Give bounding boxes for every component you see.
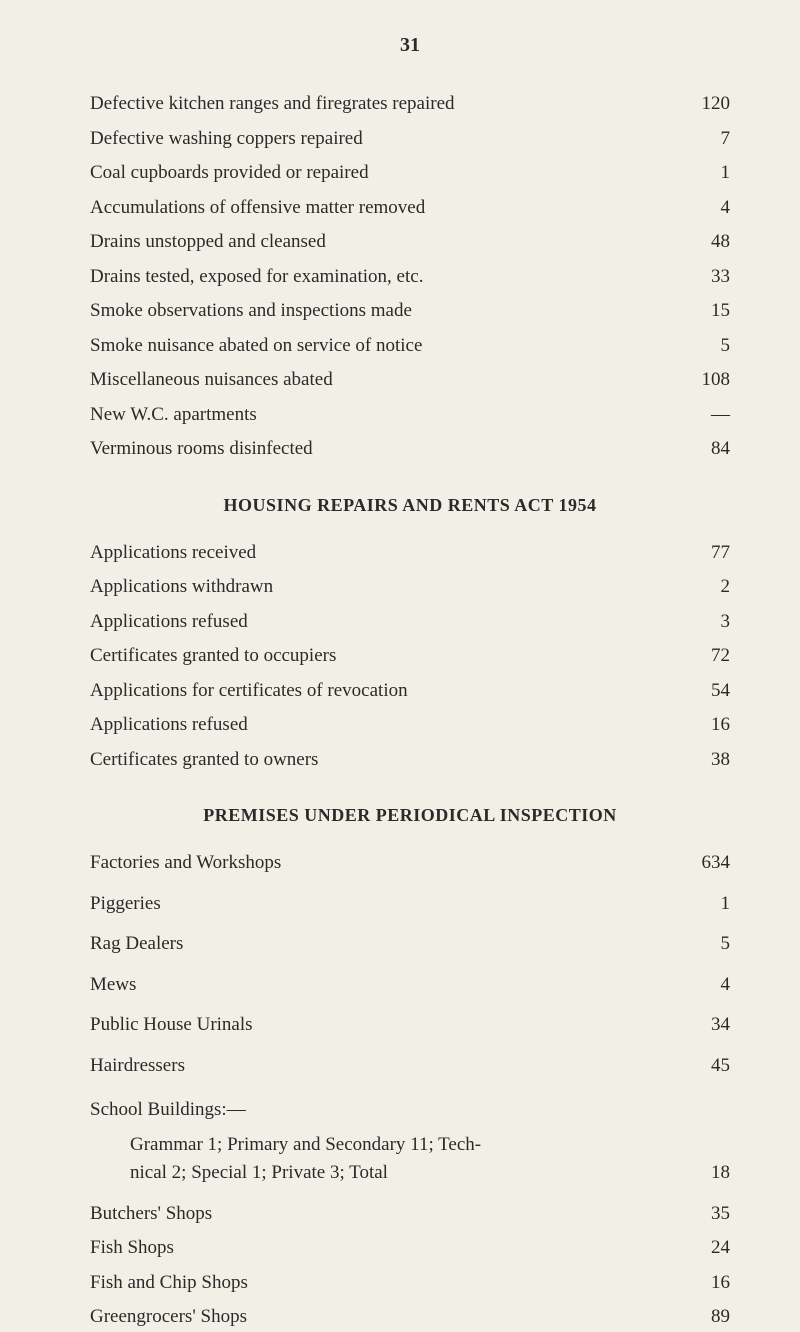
item-label: Smoke nuisance abated on service of noti… xyxy=(90,332,680,361)
item-label: Smoke observations and inspections made xyxy=(90,297,680,326)
item-value: 48 xyxy=(680,228,730,257)
item-label: Applications refused xyxy=(90,711,680,740)
item-label: Defective washing coppers repaired xyxy=(90,125,680,154)
item-value: 38 xyxy=(680,746,730,775)
list-item: Defective kitchen ranges and firegrates … xyxy=(90,90,730,119)
item-value: 634 xyxy=(680,849,730,878)
item-label: Verminous rooms disinfected xyxy=(90,435,680,464)
list-item: Applications received77 xyxy=(90,539,730,568)
list-item: Factories and Workshops634 xyxy=(90,849,730,878)
list-item: Rag Dealers5 xyxy=(90,930,730,959)
list-item: Applications withdrawn2 xyxy=(90,573,730,602)
item-label: Applications withdrawn xyxy=(90,573,680,602)
section-3-heading: PREMISES UNDER PERIODICAL INSPECTION xyxy=(90,802,730,829)
item-value: 15 xyxy=(680,297,730,326)
list-item: Fish Shops24 xyxy=(90,1234,730,1263)
item-value: 5 xyxy=(680,332,730,361)
section-2: Applications received77Applications with… xyxy=(90,539,730,775)
item-label: Accumulations of offensive matter remove… xyxy=(90,194,680,223)
school-detail-label: nical 2; Special 1; Private 3; Total xyxy=(130,1159,680,1188)
item-label: Applications received xyxy=(90,539,680,568)
item-label: Applications for certificates of revocat… xyxy=(90,677,680,706)
item-label: Fish and Chip Shops xyxy=(90,1269,680,1298)
list-item: Smoke observations and inspections made1… xyxy=(90,297,730,326)
list-item: Miscellaneous nuisances abated108 xyxy=(90,366,730,395)
item-value: 84 xyxy=(680,435,730,464)
list-item: Applications for certificates of revocat… xyxy=(90,677,730,706)
item-label: Certificates granted to occupiers xyxy=(90,642,680,671)
item-value: 35 xyxy=(680,1200,730,1229)
item-label: Coal cupboards provided or repaired xyxy=(90,159,680,188)
list-item: Smoke nuisance abated on service of noti… xyxy=(90,332,730,361)
list-item: Mews4 xyxy=(90,971,730,1000)
section-1: Defective kitchen ranges and firegrates … xyxy=(90,90,730,464)
item-value: 1 xyxy=(680,890,730,919)
item-value: 4 xyxy=(680,971,730,1000)
list-item: New W.C. apartments— xyxy=(90,401,730,430)
school-detail-value: 18 xyxy=(680,1159,730,1188)
item-value: 54 xyxy=(680,677,730,706)
item-label: Butchers' Shops xyxy=(90,1200,680,1229)
school-buildings-label: School Buildings:— xyxy=(90,1096,730,1125)
item-label: Rag Dealers xyxy=(90,930,680,959)
item-value: 89 xyxy=(680,1303,730,1332)
list-item: Applications refused3 xyxy=(90,608,730,637)
page-number: 31 xyxy=(90,30,730,60)
item-label: Certificates granted to owners xyxy=(90,746,680,775)
item-value: 33 xyxy=(680,263,730,292)
item-label: Greengrocers' Shops xyxy=(90,1303,680,1332)
list-item: Certificates granted to occupiers72 xyxy=(90,642,730,671)
item-value: 2 xyxy=(680,573,730,602)
list-item: Hairdressers45 xyxy=(90,1052,730,1081)
item-value: 1 xyxy=(680,159,730,188)
list-item: Applications refused16 xyxy=(90,711,730,740)
item-value: 5 xyxy=(680,930,730,959)
item-value: 16 xyxy=(680,1269,730,1298)
item-label: Piggeries xyxy=(90,890,680,919)
item-label: Hairdressers xyxy=(90,1052,680,1081)
list-item: Piggeries1 xyxy=(90,890,730,919)
section-3: Factories and Workshops634Piggeries1Rag … xyxy=(90,849,730,1332)
list-item: Defective washing coppers repaired7 xyxy=(90,125,730,154)
item-label: Drains tested, exposed for examination, … xyxy=(90,263,680,292)
item-value: 7 xyxy=(680,125,730,154)
item-label: New W.C. apartments xyxy=(90,401,680,430)
list-item: Public House Urinals34 xyxy=(90,1011,730,1040)
item-value: 45 xyxy=(680,1052,730,1081)
item-label: Factories and Workshops xyxy=(90,849,680,878)
list-item: Drains unstopped and cleansed48 xyxy=(90,228,730,257)
item-value: — xyxy=(680,401,730,430)
item-value: 72 xyxy=(680,642,730,671)
section-2-heading: HOUSING REPAIRS AND RENTS ACT 1954 xyxy=(90,492,730,519)
item-label: Public House Urinals xyxy=(90,1011,680,1040)
list-item: Greengrocers' Shops89 xyxy=(90,1303,730,1332)
list-item: Coal cupboards provided or repaired1 xyxy=(90,159,730,188)
item-value: 24 xyxy=(680,1234,730,1263)
item-label: Mews xyxy=(90,971,680,1000)
item-value: 108 xyxy=(680,366,730,395)
item-value: 120 xyxy=(680,90,730,119)
item-label: Applications refused xyxy=(90,608,680,637)
list-item: Verminous rooms disinfected84 xyxy=(90,435,730,464)
item-value: 4 xyxy=(680,194,730,223)
item-label: Fish Shops xyxy=(90,1234,680,1263)
item-value: 34 xyxy=(680,1011,730,1040)
item-label: Drains unstopped and cleansed xyxy=(90,228,680,257)
list-item: Certificates granted to owners38 xyxy=(90,746,730,775)
list-item: Fish and Chip Shops16 xyxy=(90,1269,730,1298)
list-item: Accumulations of offensive matter remove… xyxy=(90,194,730,223)
school-detail-line1: Grammar 1; Primary and Secondary 11; Tec… xyxy=(90,1131,730,1160)
item-value: 16 xyxy=(680,711,730,740)
list-item: Butchers' Shops35 xyxy=(90,1200,730,1229)
list-item: Drains tested, exposed for examination, … xyxy=(90,263,730,292)
item-value: 3 xyxy=(680,608,730,637)
item-value: 77 xyxy=(680,539,730,568)
item-label: Miscellaneous nuisances abated xyxy=(90,366,680,395)
school-detail-line2: nical 2; Special 1; Private 3; Total 18 xyxy=(90,1159,730,1188)
item-label: Defective kitchen ranges and firegrates … xyxy=(90,90,680,119)
